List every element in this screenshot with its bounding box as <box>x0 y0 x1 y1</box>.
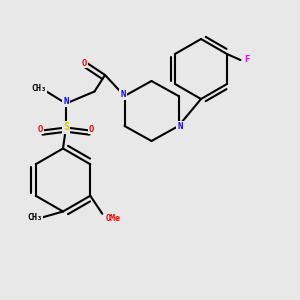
Text: CH₃: CH₃ <box>27 213 42 222</box>
Text: S: S <box>63 122 69 133</box>
Text: N: N <box>177 122 183 131</box>
Text: OMe: OMe <box>105 214 120 223</box>
Text: N: N <box>120 90 126 99</box>
Text: N: N <box>63 98 69 106</box>
Text: O: O <box>38 124 43 134</box>
Text: O: O <box>89 124 94 134</box>
Text: O: O <box>81 58 87 68</box>
Text: CH₃: CH₃ <box>32 84 46 93</box>
Text: F: F <box>244 56 249 64</box>
